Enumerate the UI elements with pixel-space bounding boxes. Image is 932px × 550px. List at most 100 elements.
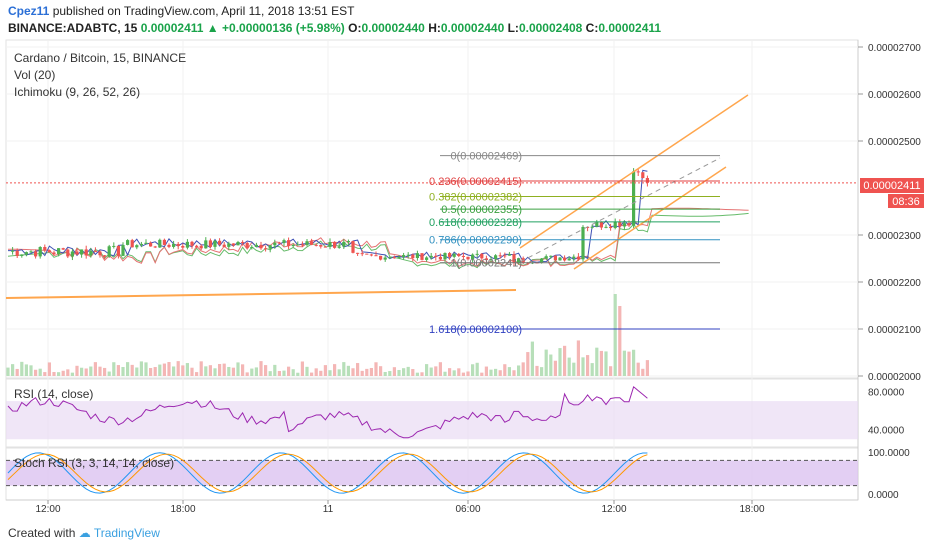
price-tick-label: 0.00002100 [868,325,921,336]
candle-body [641,172,645,179]
channel-upper-line[interactable] [519,94,749,249]
high-value: 0.00002440 [440,21,505,35]
rsi-tick-label: 80.0000 [868,388,905,399]
candle-body [402,255,406,258]
candle-body [43,246,47,251]
candle-body [135,245,139,248]
candle-body [158,239,162,248]
channel-lower-line[interactable] [573,166,727,270]
candle-body [172,243,176,247]
candle-body [379,255,383,260]
volume-bar [11,364,15,376]
fib-level-label: 0.5(0.00002355) [441,204,522,216]
volume-bar [268,371,272,376]
candle-body [392,257,396,259]
candle-body [356,252,360,254]
candle-body [581,226,585,260]
candle-body [310,241,314,245]
volume-bar [475,362,479,376]
volume-bar [489,369,493,376]
candle-body [89,250,93,256]
candle-body [93,250,97,252]
author-link[interactable]: Cpez11 [8,4,50,18]
time-tick-label: 18:00 [170,504,195,515]
candle-body [411,254,415,259]
volume-bar [6,367,10,376]
candle-body [613,221,617,229]
vol-legend: Vol (20) [14,68,55,82]
candle-body [181,245,185,248]
candle-body [176,243,180,246]
candle-body [314,244,318,246]
candle-body [503,255,507,257]
fib-level-label: 1.618(0.00002100) [429,324,522,336]
candle-body [572,256,576,259]
volume-bar [264,365,268,376]
last-price: 0.00002411 [140,21,204,35]
candle-body [236,241,240,246]
volume-bar [457,368,461,376]
symbol-label: BINANCE:ADABTC, 15 [8,21,138,35]
fib-level-label: 0(0.00002469) [450,151,522,163]
volume-bar [52,372,56,376]
volume-bar [296,372,300,376]
volume-bar [314,368,318,376]
candle-body [590,226,594,228]
candle-body [144,242,148,244]
volume-bar [47,362,51,376]
volume-bar [273,364,277,376]
volume-bar [599,350,603,376]
volume-bar [328,370,332,376]
candle-body [351,241,355,253]
volume-bar [351,368,355,376]
candle-body [457,253,461,256]
candle-body [264,248,268,250]
publish-line: Cpez11 published on TradingView.com, Apr… [8,4,354,18]
tradingview-link[interactable]: TradingView [93,526,160,540]
candle-body [112,245,116,247]
volume-bar [287,366,291,376]
candle-body [494,255,498,260]
open-value: 0.00002440 [361,21,425,35]
support-trendline[interactable] [5,289,517,299]
candle-body [365,253,369,255]
volume-bar [480,372,484,376]
volume-bar [429,367,433,376]
volume-bar [461,372,465,376]
volume-bar [208,365,212,376]
volume-bar [300,361,304,376]
price-tick-label: 0.00002000 [868,372,921,383]
candle-body [245,242,249,248]
volume-bar [590,363,594,376]
candle-body [397,257,401,259]
volume-bar [84,368,88,376]
volume-bar [135,367,139,376]
candle-body [622,223,626,227]
volume-bar [149,368,153,376]
tradingview-logo-icon: ☁ [78,526,91,540]
volume-bar [466,371,470,376]
volume-bar [126,362,130,376]
senkou-span-a [7,212,749,269]
volume-bar [89,366,93,376]
rsi-tick-label: 40.0000 [868,426,905,437]
candle-body [507,254,511,256]
fib-retracement[interactable]: 0(0.00002469) 0.236(0.00002415) 0.382(0.00… [429,151,720,336]
candle-body [227,243,231,247]
candle-body [282,240,286,244]
candle-body [406,254,410,256]
candle-body [277,242,281,244]
volume-bar [356,363,360,376]
candle-body [388,257,392,259]
candle-body [567,258,571,261]
candle-body [34,251,38,257]
candle-body [167,244,171,247]
candle-body [273,242,277,246]
volume-bar [176,361,180,376]
volume-bar [397,369,401,376]
candle-body [287,240,291,247]
instrument-legend: Cardano / Bitcoin, 15, BINANCE [14,51,186,65]
volume-bar [98,366,102,376]
volume-bar [572,362,576,376]
